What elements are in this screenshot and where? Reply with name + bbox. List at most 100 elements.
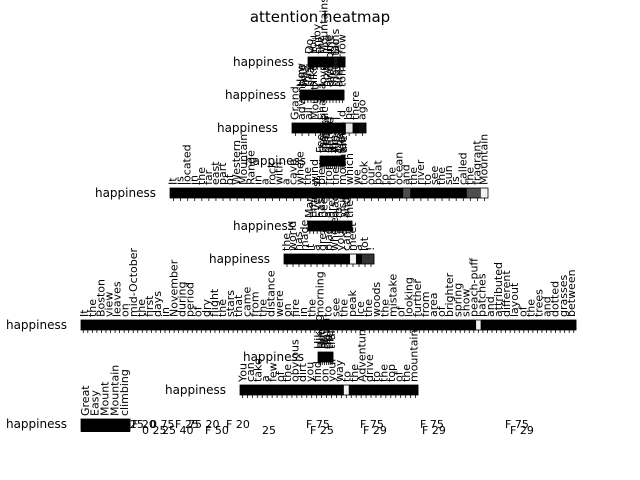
token-label: the — [378, 364, 391, 382]
bottom-tick-label: F 75 — [360, 418, 384, 431]
heatmap-panel: happinessGrandadventureallMountShasta!I'… — [217, 63, 369, 136]
token-label: is — [449, 176, 462, 185]
bottom-tick-label: F 29 — [510, 424, 534, 437]
heatmap-cell — [315, 57, 320, 67]
heatmap-cell — [557, 320, 563, 330]
y-label: happiness — [165, 383, 226, 397]
token-label: distance — [265, 270, 278, 317]
heatmap-frame — [299, 89, 345, 101]
heatmap-cell — [177, 188, 185, 198]
token-label: way — [333, 359, 346, 382]
heatmap-cell — [498, 320, 504, 330]
token-label: Everest — [310, 176, 323, 218]
y-label: happiness — [243, 350, 304, 364]
heatmap-cell — [103, 320, 109, 330]
token-label: Mountain — [477, 134, 490, 185]
token-label: at — [318, 337, 331, 349]
heatmap-cell — [327, 352, 330, 362]
token-label: the — [314, 36, 327, 54]
y-label: happiness — [233, 219, 294, 233]
heatmap-cell — [345, 123, 353, 133]
heatmap-cell — [466, 188, 475, 198]
heatmap-cell — [348, 320, 354, 330]
token-label: Many — [303, 188, 316, 218]
heatmap-cell — [334, 90, 339, 100]
token-label: to — [421, 174, 434, 185]
token-label: You — [237, 363, 250, 383]
heatmap-cell — [262, 320, 268, 330]
heatmap-cell — [352, 123, 360, 133]
heatmap-cell — [312, 90, 317, 100]
token-label: period — [184, 282, 197, 317]
token-label: woods — [370, 282, 383, 317]
heatmap-cell — [325, 156, 329, 166]
heatmap-cell — [344, 320, 350, 330]
heatmap-cell — [194, 320, 200, 330]
token-label: a — [310, 244, 323, 251]
heatmap-cell — [259, 385, 266, 395]
bottom-tick-label: F 75 — [505, 418, 529, 431]
token-label: ? — [332, 48, 345, 54]
token-label: how — [320, 64, 333, 87]
token-label: east — [209, 161, 222, 185]
token-label: Mount — [309, 85, 322, 120]
token-label: different — [500, 270, 513, 317]
heatmap-cell — [344, 221, 349, 231]
token-label: a — [280, 178, 293, 185]
heatmap-cell — [438, 188, 446, 198]
heatmap-cell — [338, 254, 345, 264]
heatmap-cell — [247, 188, 256, 198]
heatmap-cell — [539, 320, 545, 330]
bottom-tick-label: 75 20 — [188, 418, 220, 431]
heatmap-cell — [544, 320, 550, 330]
heatmap-cell — [360, 188, 369, 198]
heatmap-cell — [403, 385, 409, 395]
token-label: morning — [313, 271, 326, 317]
chart-title: attention heatmap — [250, 8, 390, 26]
token-label: take — [252, 358, 265, 382]
heatmap-cell — [312, 123, 320, 133]
token-label: our — [364, 166, 377, 185]
heatmap-cell — [417, 320, 422, 330]
token-label: trail — [325, 327, 338, 349]
token-label: majestic — [318, 107, 331, 153]
heatmap-cell — [308, 320, 313, 330]
heatmap-cell — [149, 320, 155, 330]
token-label: the — [386, 167, 399, 185]
token-label: the — [435, 167, 448, 185]
token-label: area — [427, 292, 440, 317]
token-label: peak — [346, 290, 359, 317]
token-label: attributed — [492, 262, 505, 317]
token-label: see — [330, 298, 343, 317]
token-label: It — [167, 177, 180, 185]
token-label: see — [428, 166, 441, 185]
heatmap-cell — [353, 320, 359, 330]
heatmap-cell — [329, 352, 332, 362]
heatmap-cell — [337, 221, 342, 231]
heatmap-cell — [235, 320, 241, 330]
token-label: of — [435, 305, 448, 317]
heatmap-cell — [530, 320, 536, 330]
token-label: we — [350, 169, 363, 185]
token-label: a — [258, 178, 271, 185]
heatmap-panel: happinessManytimesEveresthasbeenagreatpl… — [233, 176, 356, 234]
heatmap-cell — [403, 188, 411, 198]
heatmap-frame — [317, 351, 334, 363]
token-label: mountain — [336, 133, 349, 185]
heatmap-cell — [337, 90, 342, 100]
token-label: 'd — [335, 110, 348, 120]
token-label: in — [326, 143, 339, 153]
heatmap-cell — [521, 320, 527, 330]
token-label: Hiking — [312, 314, 325, 349]
bottom-tick-label: F 25 — [175, 418, 199, 431]
token-label: ice — [354, 301, 367, 317]
heatmap-frame — [307, 56, 346, 68]
heatmap-cell — [335, 156, 338, 166]
token-label: brighter — [443, 272, 456, 317]
bottom-tick-label: 25 40 — [162, 424, 194, 437]
heatmap-cell — [304, 188, 312, 198]
heatmap-cell — [331, 352, 334, 362]
token-label: It — [78, 309, 91, 317]
token-label: that — [232, 294, 245, 317]
